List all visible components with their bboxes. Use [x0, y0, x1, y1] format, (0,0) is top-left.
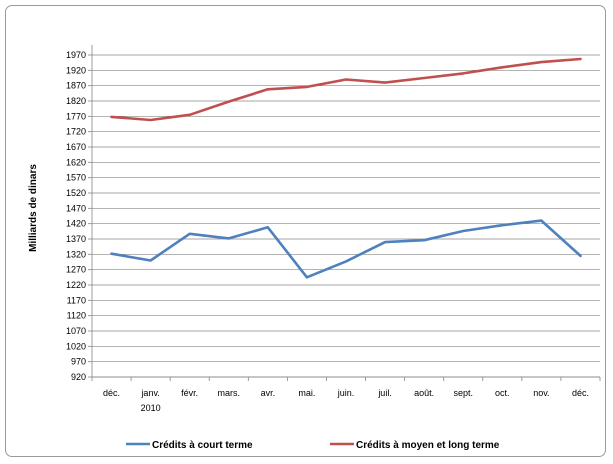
x-tick-label: août.	[414, 388, 434, 398]
y-tick-label: 1370	[66, 234, 86, 244]
y-tick-label: 1870	[66, 81, 86, 91]
x-tick-label: déc.	[103, 388, 120, 398]
y-tick-label: 1820	[66, 96, 86, 106]
x-tick-label: déc.	[572, 388, 589, 398]
y-axis-label: Milliards de dinars	[28, 164, 39, 252]
x-tick-label: mars.	[218, 388, 241, 398]
series-line	[110, 219, 582, 279]
y-tick-label: 920	[71, 372, 86, 382]
y-tick-label: 1470	[66, 203, 86, 213]
y-tick-label: 1770	[66, 111, 86, 121]
y-tick-label: 1320	[66, 249, 86, 259]
y-tick-label: 1170	[67, 295, 86, 305]
series-line	[110, 57, 582, 122]
x-tick-label: févr.	[181, 388, 198, 398]
y-tick-label: 1920	[66, 65, 86, 75]
data-series	[110, 57, 582, 279]
x-tick-label: juin.	[337, 388, 355, 398]
x-tick-label: sept.	[453, 388, 473, 398]
y-axis-ticks: 920 970 1020 1070 1120 1170 1220 1270 1320 1370 14…	[66, 50, 92, 382]
y-tick-label: 1120	[67, 311, 86, 321]
x-tick-label: mai.	[298, 388, 315, 398]
y-tick-label: 1670	[66, 142, 86, 152]
y-tick-label: 1070	[66, 326, 86, 336]
x-tick-label: oct.	[495, 388, 510, 398]
y-tick-label: 1970	[66, 50, 86, 60]
x-tick-label: avr.	[261, 388, 276, 398]
y-tick-label: 1420	[66, 219, 86, 229]
x-tick-label: juil.	[377, 388, 392, 398]
y-tick-label: 1270	[66, 265, 86, 275]
y-tick-label: 1520	[66, 188, 86, 198]
y-tick-label: 1620	[66, 157, 86, 167]
y-tick-label: 1020	[66, 341, 86, 351]
y-tick-label: 1720	[66, 127, 86, 137]
axes	[91, 45, 600, 378]
x-tick-label: nov.	[533, 388, 549, 398]
legend: Crédits à court terme Crédits à moyen et …	[126, 440, 500, 451]
legend-label: Crédits à court terme	[152, 440, 253, 451]
x-tick-label: janv.	[140, 388, 159, 398]
y-tick-label: 1570	[66, 173, 86, 183]
x-tick-sublabel: 2010	[141, 403, 161, 413]
grid-lines	[92, 54, 600, 378]
x-axis-ticks: déc. janv. 2010 févr. mars. avr. mai. juin. juil…	[91, 377, 601, 413]
legend-label: Crédits à moyen et long terme	[356, 440, 500, 451]
y-tick-label: 1220	[66, 280, 86, 290]
chart-frame	[5, 5, 606, 457]
y-tick-label: 970	[71, 357, 86, 367]
